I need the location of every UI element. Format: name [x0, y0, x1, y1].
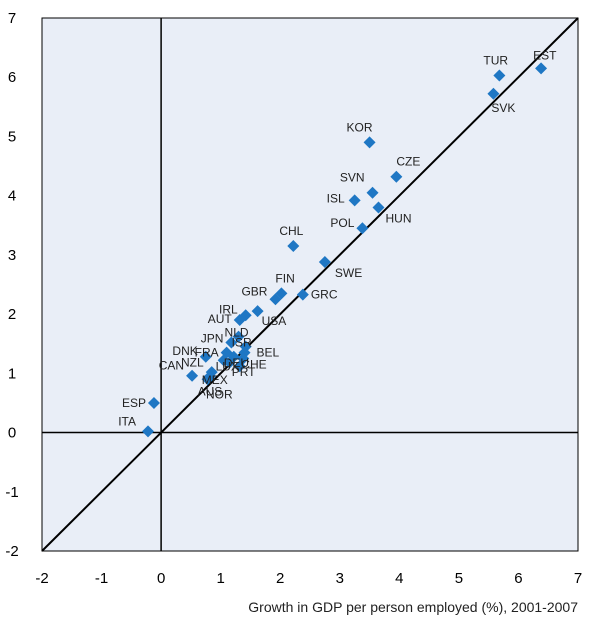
label-cze: CZE: [396, 155, 420, 169]
x-axis-ticks: -2 -1 0 1 2 3 4 5 6 7: [35, 570, 582, 587]
x-tick-label: 2: [276, 570, 284, 587]
point-nld: [232, 330, 245, 343]
label-deu: DEU: [224, 356, 249, 370]
label-nld: NLD: [225, 326, 249, 340]
point-esp: [147, 396, 160, 409]
label-isr: ISR: [232, 336, 252, 350]
y-tick-label: -1: [5, 484, 18, 501]
label-hun: HUN: [385, 212, 411, 226]
point-chl: [287, 240, 300, 253]
y-tick-label: 0: [8, 425, 16, 442]
point-pol: [356, 222, 369, 235]
point-grc: [296, 288, 309, 301]
label-ita: ITA: [118, 414, 136, 428]
label-pol: POL: [330, 216, 354, 230]
label-kor: KOR: [347, 120, 373, 134]
y-tick-label: 7: [8, 10, 16, 27]
x-tick-label: 5: [455, 570, 463, 587]
label-bel: BEL: [256, 346, 279, 360]
point-est: [535, 62, 548, 75]
point-can: [186, 369, 199, 382]
x-tick-label: 6: [514, 570, 522, 587]
label-irl: IRL: [219, 302, 238, 316]
diagonal-line: [41, 17, 579, 552]
x-tick-label: -1: [95, 570, 108, 587]
data-points: [142, 62, 548, 438]
point-aus: [201, 373, 214, 386]
label-grc: GRC: [311, 288, 338, 302]
point-gbr: [269, 293, 282, 306]
x-tick-label: 4: [395, 570, 403, 587]
y-tick-label: -2: [5, 543, 18, 560]
label-lux: LUX: [216, 360, 239, 374]
label-aus: AUS: [198, 384, 223, 398]
label-dnk: DNK: [172, 344, 197, 358]
x-tick-label: -2: [35, 570, 48, 587]
label-esp: ESP: [122, 396, 146, 410]
label-nor: NOR: [206, 387, 233, 401]
label-usa: USA: [262, 314, 287, 328]
x-tick-label: 1: [216, 570, 224, 587]
label-est: EST: [533, 48, 557, 62]
point-svn: [366, 186, 379, 199]
label-svk: SVK: [491, 101, 515, 115]
point-cze: [390, 170, 403, 183]
label-prt: PRT: [232, 365, 256, 379]
x-tick-label: 3: [336, 570, 344, 587]
point-dnk: [199, 350, 212, 363]
point-jpn: [225, 336, 238, 349]
y-tick-label: 3: [8, 247, 16, 264]
y-axis-ticks: -2 -1 0 1 2 3 4 5 6 7: [5, 10, 18, 560]
y-tick-label: 4: [8, 188, 16, 205]
point-svk: [487, 87, 500, 100]
x-axis-label: Growth in GDP per person employed (%), 2…: [248, 599, 578, 615]
point-aut: [233, 314, 246, 327]
point-labels: EST TUR SVK KOR CZE SVN ISL HUN POL CHL SWE FIN GBR G…: [118, 48, 557, 428]
label-mex: MEX: [202, 373, 228, 387]
label-jpn: JPN: [201, 332, 224, 346]
point-hun: [372, 201, 385, 214]
point-tur: [493, 69, 506, 82]
label-can: CAN: [159, 359, 184, 373]
y-tick-label: 5: [8, 128, 16, 145]
point-swe: [318, 255, 331, 268]
label-aut: AUT: [208, 312, 233, 326]
point-usa: [251, 305, 264, 318]
point-kor: [363, 136, 376, 149]
label-swe: SWE: [335, 266, 362, 280]
label-svn: SVN: [340, 171, 365, 185]
label-gbr: GBR: [241, 284, 267, 298]
point-prt: [233, 360, 246, 373]
point-isl: [348, 194, 361, 207]
x-tick-label: 0: [157, 570, 165, 587]
y-tick-label: 2: [8, 306, 16, 323]
label-fra: FRA: [195, 346, 219, 360]
reference-lines: [41, 17, 579, 552]
label-nzl: NZL: [181, 355, 204, 369]
y-tick-label: 1: [8, 365, 16, 382]
point-ita: [142, 425, 155, 438]
label-fin: FIN: [275, 271, 294, 285]
y-tick-label: 6: [8, 69, 16, 86]
label-chl: CHL: [279, 224, 303, 238]
x-tick-label: 7: [574, 570, 582, 587]
label-tur: TUR: [483, 53, 508, 67]
label-che: CHE: [241, 358, 266, 372]
label-isl: ISL: [327, 191, 345, 205]
point-nzl: [217, 354, 230, 367]
